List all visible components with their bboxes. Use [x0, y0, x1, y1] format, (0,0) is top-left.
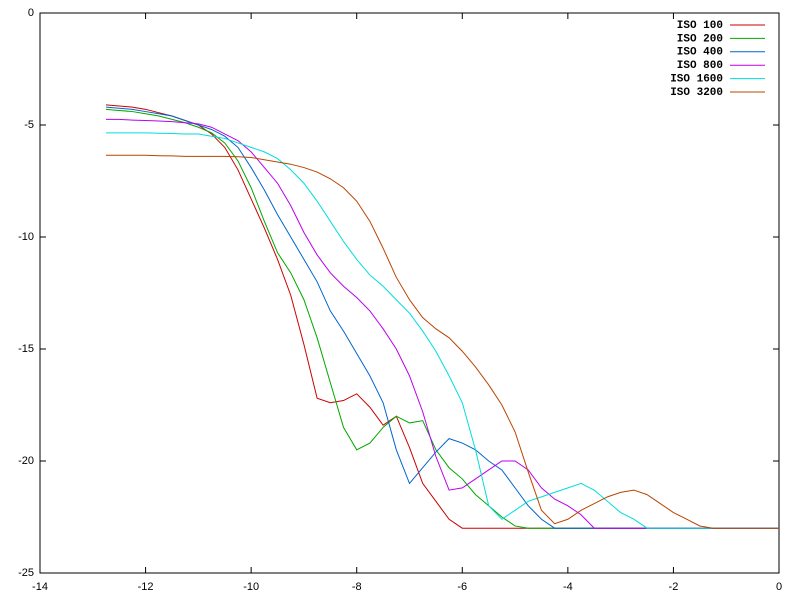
y-tick-label: 0 — [28, 7, 34, 19]
x-tick-label: 0 — [776, 581, 782, 593]
x-tick-label: -6 — [457, 581, 467, 593]
y-tick-label: -5 — [24, 119, 34, 131]
legend-label: ISO 100 — [677, 20, 723, 32]
x-tick-label: -10 — [243, 581, 259, 593]
series-line — [105, 132, 779, 529]
series-line — [105, 108, 779, 529]
x-tick-label: -12 — [138, 581, 154, 593]
y-tick-label: -20 — [18, 455, 34, 467]
legend-label: ISO 3200 — [670, 87, 723, 99]
x-tick-label: -8 — [352, 581, 362, 593]
legend-label: ISO 800 — [677, 60, 723, 72]
y-tick-label: -15 — [18, 343, 34, 355]
legend-label: ISO 400 — [677, 47, 723, 59]
series-line — [105, 154, 779, 529]
y-tick-label: -10 — [18, 231, 34, 243]
series-line — [105, 106, 779, 529]
series-line — [105, 118, 779, 529]
x-tick-label: -14 — [32, 581, 48, 593]
legend-label: ISO 200 — [677, 33, 723, 45]
y-tick-label: -25 — [18, 567, 34, 579]
x-tick-label: -4 — [563, 581, 573, 593]
x-tick-label: -2 — [669, 581, 679, 593]
plot-frame — [39, 12, 780, 574]
legend-label: ISO 1600 — [670, 74, 723, 86]
series-line — [105, 104, 779, 529]
